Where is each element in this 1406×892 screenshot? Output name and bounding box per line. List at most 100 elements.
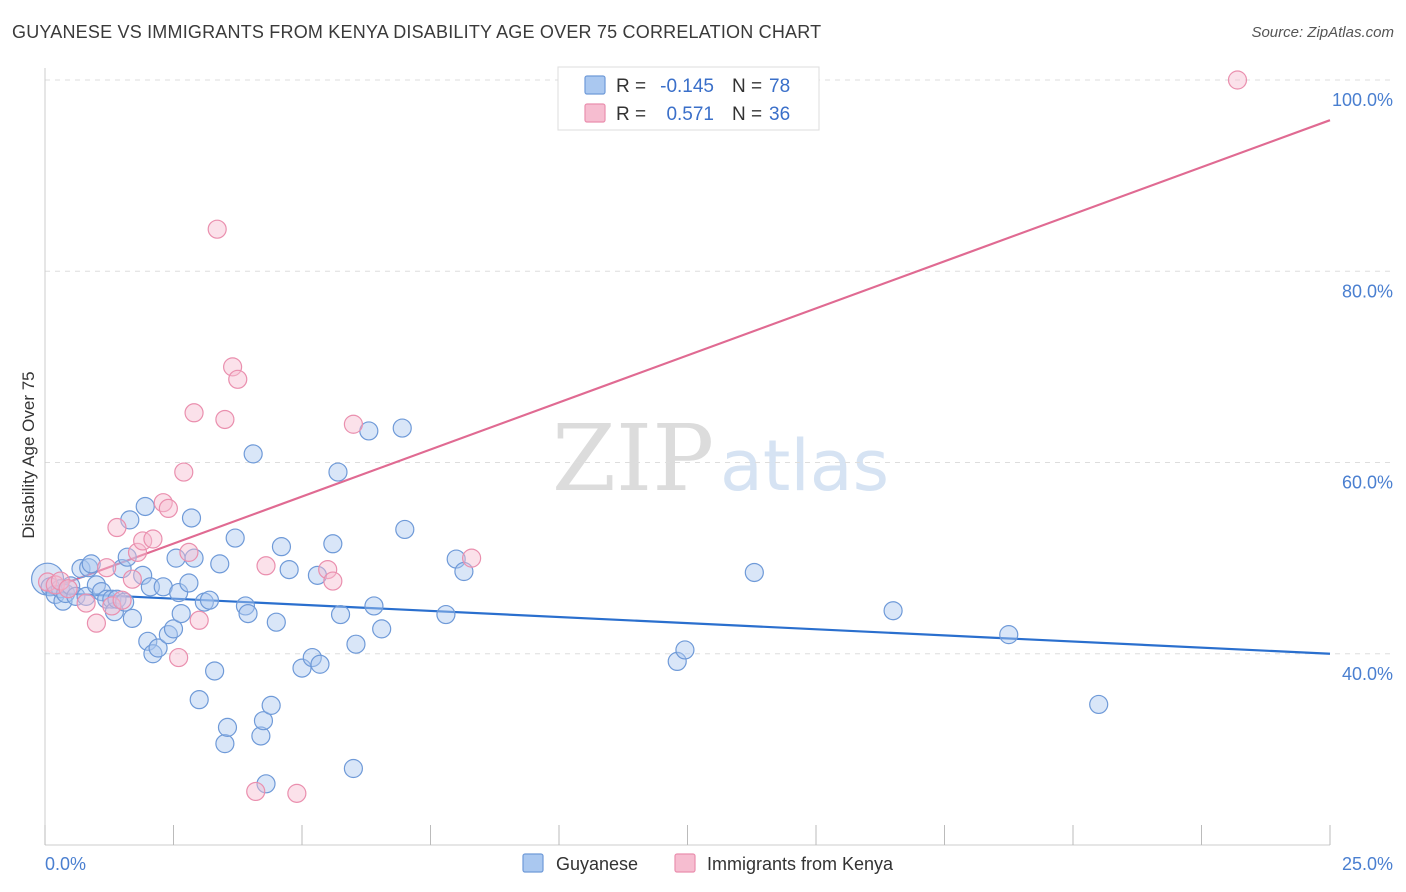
point-blue-31 [163, 619, 184, 639]
point-pink-3 [58, 579, 78, 599]
legend-swatch-pink [584, 103, 606, 123]
legend-swatch-blue [584, 75, 606, 95]
point-blue-76 [883, 601, 903, 621]
point-blue-73 [667, 651, 687, 672]
point-blue-78 [1089, 694, 1109, 715]
point-pink-5 [86, 613, 107, 633]
point-pink-22 [215, 409, 235, 430]
point-blue-40 [199, 590, 220, 610]
point-blue-53 [266, 612, 286, 632]
axis-layer: 40.0% 60.0% 80.0% 100.0% 0.0% 25.0% [44, 68, 1393, 874]
chart-title: GUYANESE VS IMMIGRANTS FROM KENYA DISABI… [12, 22, 822, 42]
point-pink-32 [1227, 70, 1248, 90]
chart-source: Source: ZipAtlas.com [1251, 24, 1394, 41]
point-blue-42 [210, 554, 230, 574]
point-blue-55 [279, 559, 299, 580]
point-blue-59 [310, 654, 330, 674]
point-blue-23 [133, 565, 153, 585]
point-blue-68 [392, 418, 412, 438]
trend-line-pink [44, 119, 1331, 592]
point-pink-18 [179, 542, 199, 562]
point-pink-13 [143, 529, 163, 549]
legend-n-value-1: 36 [769, 104, 790, 125]
point-blue-63 [343, 758, 363, 779]
point-blue-45 [225, 528, 245, 548]
point-blue-69 [395, 519, 415, 540]
legend-n-value-0: 78 [769, 76, 790, 97]
point-pink-31 [462, 548, 482, 568]
point-blue-54 [271, 537, 292, 557]
point-pink-23 [223, 357, 243, 377]
point-blue-18 [112, 559, 132, 579]
bottom-legend-label-kenya: Immigrants from Kenya [707, 854, 894, 874]
y-tick-label-1: 60.0% [1342, 473, 1393, 493]
point-pink-17 [174, 462, 194, 482]
point-pink-26 [256, 556, 276, 576]
legend-r-value-0: -0.145 [660, 76, 714, 97]
point-blue-67 [372, 619, 392, 639]
point-blue-20 [117, 547, 137, 567]
point-pink-1 [45, 575, 65, 595]
point-blue-74 [675, 640, 695, 660]
point-blue-56 [292, 658, 312, 678]
point-pink-15 [158, 498, 178, 518]
point-blue-36 [181, 508, 202, 528]
point-blue-24 [135, 496, 155, 517]
point-blue-37 [184, 548, 204, 568]
point-blue-64 [346, 634, 366, 654]
point-pink-28 [318, 559, 338, 580]
point-pink-2 [50, 571, 71, 591]
trend-layer [44, 119, 1331, 655]
watermark: ZIP atlas [552, 405, 889, 512]
point-blue-75 [744, 562, 764, 583]
point-pink-24 [228, 369, 248, 389]
point-blue-62 [330, 604, 351, 625]
point-blue-35 [179, 573, 199, 593]
legend-r-label-0: R = [616, 76, 646, 97]
point-pink-4 [76, 593, 96, 613]
y-tick-label-3: 100.0% [1332, 90, 1393, 110]
y-tick-label-0: 40.0% [1342, 664, 1393, 684]
y-tick-label-2: 80.0% [1342, 281, 1393, 301]
watermark-atlas: atlas [720, 425, 889, 507]
point-pink-16 [169, 647, 189, 668]
grid-layer [45, 79, 1392, 655]
point-blue-11 [81, 554, 101, 574]
point-blue-43 [215, 734, 235, 754]
point-pink-11 [127, 542, 148, 562]
legend: R = -0.145 N = 78 R = 0.571 N = 36 [557, 66, 820, 131]
point-blue-6 [61, 576, 81, 596]
legend-n-label-0: N = [732, 76, 762, 97]
point-blue-50 [253, 711, 274, 731]
y-axis-title: Disability Age Over 75 [19, 371, 38, 538]
point-blue-51 [256, 774, 276, 794]
point-blue-25 [138, 631, 158, 651]
point-blue-70 [436, 604, 456, 625]
point-blue-34 [171, 603, 191, 624]
legend-r-label-1: R = [616, 104, 646, 125]
point-pink-30 [343, 414, 363, 434]
point-pink-29 [323, 571, 343, 591]
point-blue-77 [999, 625, 1019, 645]
watermark-zip: ZIP [552, 405, 714, 512]
legend-r-value-1: 0.571 [666, 104, 714, 125]
point-pink-9 [112, 590, 132, 610]
point-pink-6 [97, 558, 117, 578]
point-blue-47 [238, 603, 258, 624]
point-blue-57 [302, 647, 322, 668]
legend-n-label-1: N = [732, 104, 762, 125]
bottom-legend-swatch-guyanese [522, 853, 544, 873]
point-pink-25 [246, 781, 266, 802]
trend-line-blue [44, 591, 1331, 655]
point-pink-8 [107, 517, 127, 538]
point-blue-61 [328, 462, 348, 482]
point-blue-44 [217, 717, 238, 737]
point-blue-48 [243, 444, 263, 464]
bottom-legend-swatch-kenya [674, 853, 696, 873]
point-pink-21 [207, 219, 227, 239]
point-pink-14 [153, 493, 173, 513]
bottom-legend-label-guyanese: Guyanese [556, 854, 638, 874]
point-pink-10 [122, 569, 142, 589]
point-pink-27 [287, 783, 307, 803]
point-blue-33 [169, 582, 189, 603]
